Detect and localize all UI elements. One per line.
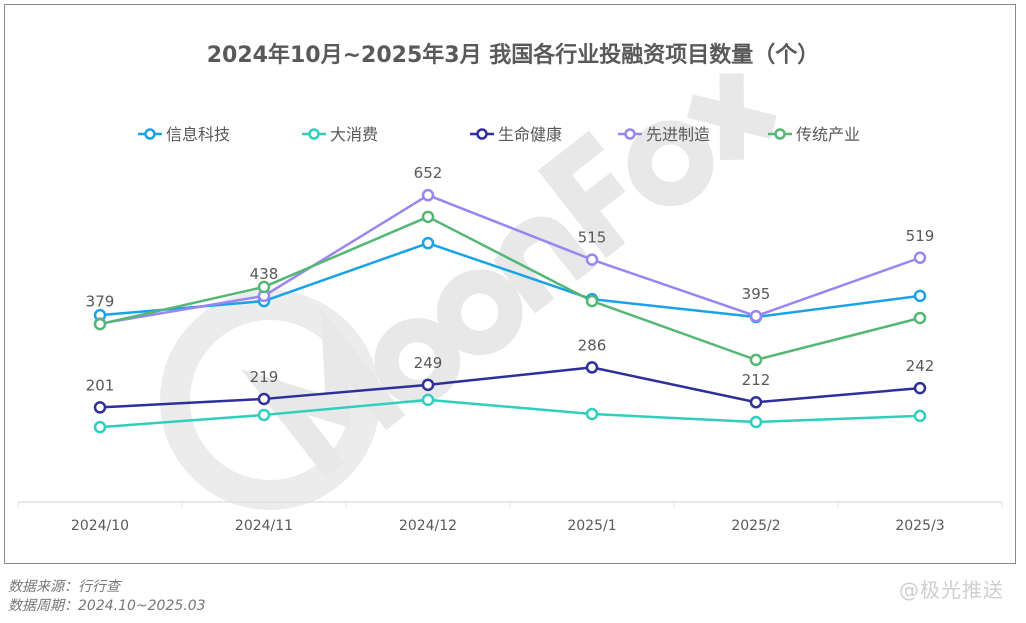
series-line	[99, 193, 921, 325]
data-point	[421, 188, 435, 202]
data-point	[585, 407, 599, 421]
chart-title: 2024年10月~2025年3月 我国各行业投融资项目数量（个）	[207, 42, 819, 68]
data-point	[749, 309, 763, 323]
credit-watermark: @极光推送	[899, 578, 1004, 602]
series-line	[99, 398, 921, 429]
data-label: 395	[742, 285, 771, 303]
data-label: 286	[578, 336, 607, 354]
legend-marker-icon	[624, 128, 636, 140]
watermark-letter	[687, 73, 777, 160]
watermark-letter	[627, 120, 714, 207]
watermark-letter	[240, 306, 406, 478]
data-label: 652	[414, 164, 443, 182]
data-label: 212	[742, 371, 771, 389]
series-line	[99, 215, 921, 362]
chart-frame	[4, 4, 1016, 564]
x-tick-label: 2024/12	[399, 518, 457, 534]
data-point	[585, 253, 599, 266]
legend-marker-icon	[476, 128, 488, 140]
data-label: 515	[578, 229, 607, 247]
legend-marker-icon	[308, 128, 320, 140]
data-label: 242	[906, 357, 935, 375]
data-point	[257, 408, 271, 422]
x-tick-label: 2025/2	[731, 518, 780, 534]
data-label: 438	[250, 265, 279, 283]
data-point	[585, 361, 599, 374]
x-tick-label: 2024/10	[71, 518, 129, 534]
data-point	[257, 280, 271, 294]
data-point	[93, 401, 107, 414]
legend-label: 生命健康	[498, 125, 562, 144]
x-tick-label: 2025/1	[567, 518, 616, 534]
legend-label: 先进制造	[646, 125, 710, 144]
data-label: 519	[906, 227, 935, 245]
watermark-letter	[374, 318, 461, 404]
data-point	[913, 381, 927, 395]
data-label: 201	[86, 376, 115, 394]
watermark-moonfox-logo	[240, 73, 777, 478]
data-label: 219	[250, 368, 279, 386]
data-point	[421, 393, 435, 407]
data-source: 数据来源：行行查	[8, 579, 120, 595]
data-point	[749, 353, 763, 367]
data-point	[93, 420, 107, 434]
data-point	[913, 409, 927, 423]
data-period: 数据周期：2024.10~2025.03	[8, 598, 206, 614]
legend-label: 大消费	[330, 125, 378, 144]
watermark-letter	[436, 269, 523, 356]
data-point	[749, 415, 763, 429]
legend-marker-icon	[144, 128, 156, 140]
data-point	[421, 210, 435, 224]
data-point	[257, 392, 271, 406]
data-label: 249	[414, 354, 443, 372]
data-point	[93, 317, 107, 331]
legend-label: 信息科技	[166, 125, 230, 144]
watermark-letter	[537, 130, 626, 259]
data-label: 379	[86, 293, 115, 311]
legend-marker-icon	[774, 128, 786, 140]
series-line	[99, 366, 921, 409]
data-point	[913, 251, 927, 265]
x-tick-label: 2025/3	[895, 518, 944, 534]
data-point	[421, 378, 435, 392]
data-point	[913, 289, 927, 303]
series-line	[99, 241, 921, 319]
data-point	[585, 294, 599, 308]
data-point	[913, 311, 927, 325]
x-tick-label: 2024/11	[235, 518, 293, 534]
legend-label: 传统产业	[796, 125, 860, 144]
data-point	[749, 395, 763, 409]
data-point	[421, 236, 435, 250]
